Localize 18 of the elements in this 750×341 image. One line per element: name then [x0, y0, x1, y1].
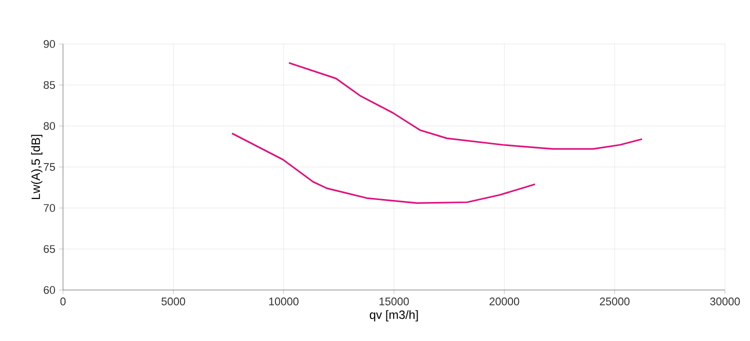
line-series: [288, 62, 643, 150]
x-tick-label: 30000: [710, 298, 740, 306]
line-series: [231, 132, 536, 204]
x-tick-label: 25000: [600, 298, 630, 306]
y-tick-label: 80: [44, 122, 56, 130]
y-tick-label: 75: [44, 163, 55, 171]
y-tick-label: 65: [44, 245, 55, 253]
x-tick-label: 0: [60, 298, 66, 306]
y-axis-title: Lw(A),5 [dB]: [31, 134, 42, 200]
x-tick-label: 5000: [162, 298, 186, 306]
x-axis-title: qv [m3/h]: [370, 310, 418, 322]
y-tick-label: 90: [44, 40, 56, 48]
y-tick-label: 70: [44, 204, 56, 212]
y-tick-label: 60: [44, 286, 56, 294]
y-tick-label: 85: [44, 81, 55, 89]
x-tick-label: 20000: [490, 298, 520, 306]
x-tick-label: 15000: [380, 298, 409, 306]
x-tick-label: 10000: [269, 298, 299, 306]
